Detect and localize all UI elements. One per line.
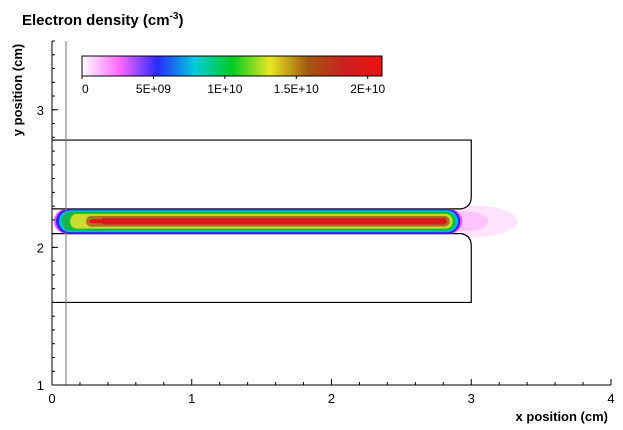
x-tick-label: 1 (188, 391, 195, 406)
lower-electrode (52, 233, 472, 304)
colorbar-tick-label: 0 (82, 82, 89, 96)
y-tick-label: 2 (37, 240, 44, 255)
colorbar-legend: 0 5E+09 1E+10 1.5E+10 2E+10 (81, 55, 386, 96)
colorbar-tick-label: 1E+10 (207, 82, 242, 96)
colorbar-segment (269, 56, 308, 76)
colorbar-frame (81, 55, 383, 77)
colorbar-segment (119, 56, 158, 76)
y-tick-label: 3 (37, 103, 44, 118)
y-axis-label: y position (cm) (10, 44, 25, 136)
colorbar-segment (157, 56, 195, 76)
x-tick-label: 4 (607, 391, 614, 406)
plot-area (52, 41, 518, 385)
x-tick-label: 3 (468, 391, 475, 406)
colorbar-segment (82, 56, 120, 76)
x-ticks: 0 1 2 3 4 (48, 379, 615, 406)
colorbar-segment (232, 56, 270, 76)
colorbar-segment (307, 56, 345, 76)
y-tick-label: 1 (37, 378, 44, 393)
y-ticks: 1 2 3 (37, 40, 58, 393)
chart-title-suffix: ) (178, 12, 183, 29)
upper-electrode (52, 139, 472, 210)
colorbar-tick-label: 5E+09 (136, 82, 171, 96)
chart-title-main: Electron density (cm (22, 12, 170, 29)
colorbar-segment (344, 56, 383, 76)
x-axis-label: x position (cm) (516, 409, 608, 424)
chart-title-superscript: -3 (170, 11, 179, 22)
chart-title: Electron density (cm-3) (22, 11, 183, 29)
density-peak-core (89, 219, 447, 224)
x-tick-label: 0 (48, 391, 55, 406)
x-tick-label: 2 (328, 391, 335, 406)
colorbar-segment (194, 56, 233, 76)
colorbar-tick-label: 1.5E+10 (274, 82, 319, 96)
colorbar-tick-label: 2E+10 (350, 82, 385, 96)
